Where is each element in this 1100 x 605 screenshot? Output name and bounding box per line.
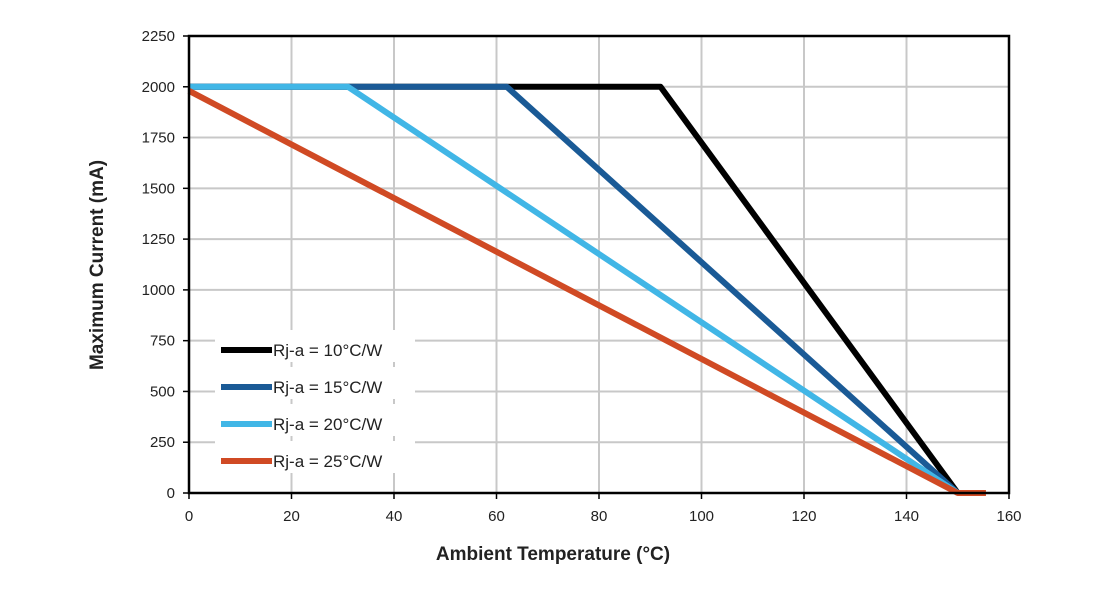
legend-background bbox=[215, 330, 415, 362]
x-tick-label: 60 bbox=[488, 508, 505, 525]
legend-background bbox=[215, 367, 415, 399]
x-tick-label: 160 bbox=[996, 508, 1021, 525]
y-tick-label: 1000 bbox=[142, 282, 175, 299]
y-axis-label: Maximum Current (mA) bbox=[87, 160, 108, 370]
y-tick-label: 250 bbox=[150, 434, 175, 451]
y-tick-label: 1250 bbox=[142, 231, 175, 248]
legend-label: Rj-a = 20°C/W bbox=[273, 415, 382, 434]
y-tick-label: 2250 bbox=[142, 28, 175, 45]
legend-label: Rj-a = 25°C/W bbox=[273, 452, 382, 471]
series-line-3 bbox=[189, 83, 960, 496]
legend-label: Rj-a = 15°C/W bbox=[273, 378, 382, 397]
legend-label: Rj-a = 10°C/W bbox=[273, 341, 382, 360]
y-tick-label: 750 bbox=[150, 333, 175, 350]
y-tick-label: 1750 bbox=[142, 130, 175, 147]
x-tick-label: 120 bbox=[791, 508, 816, 525]
x-tick-label: 0 bbox=[185, 508, 193, 525]
y-tick-label: 2000 bbox=[142, 79, 175, 96]
x-tick-label: 80 bbox=[591, 508, 608, 525]
x-axis-label: Ambient Temperature (°C) bbox=[436, 544, 670, 565]
y-tick-label: 500 bbox=[150, 383, 175, 400]
y-tick-label: 0 bbox=[167, 485, 175, 502]
legend-background bbox=[215, 404, 415, 436]
x-tick-label: 100 bbox=[689, 508, 714, 525]
x-tick-label: 140 bbox=[894, 508, 919, 525]
x-tick-label: 20 bbox=[283, 508, 300, 525]
y-tick-label: 1500 bbox=[142, 180, 175, 197]
legend-background bbox=[215, 441, 415, 473]
x-tick-label: 40 bbox=[386, 508, 403, 525]
